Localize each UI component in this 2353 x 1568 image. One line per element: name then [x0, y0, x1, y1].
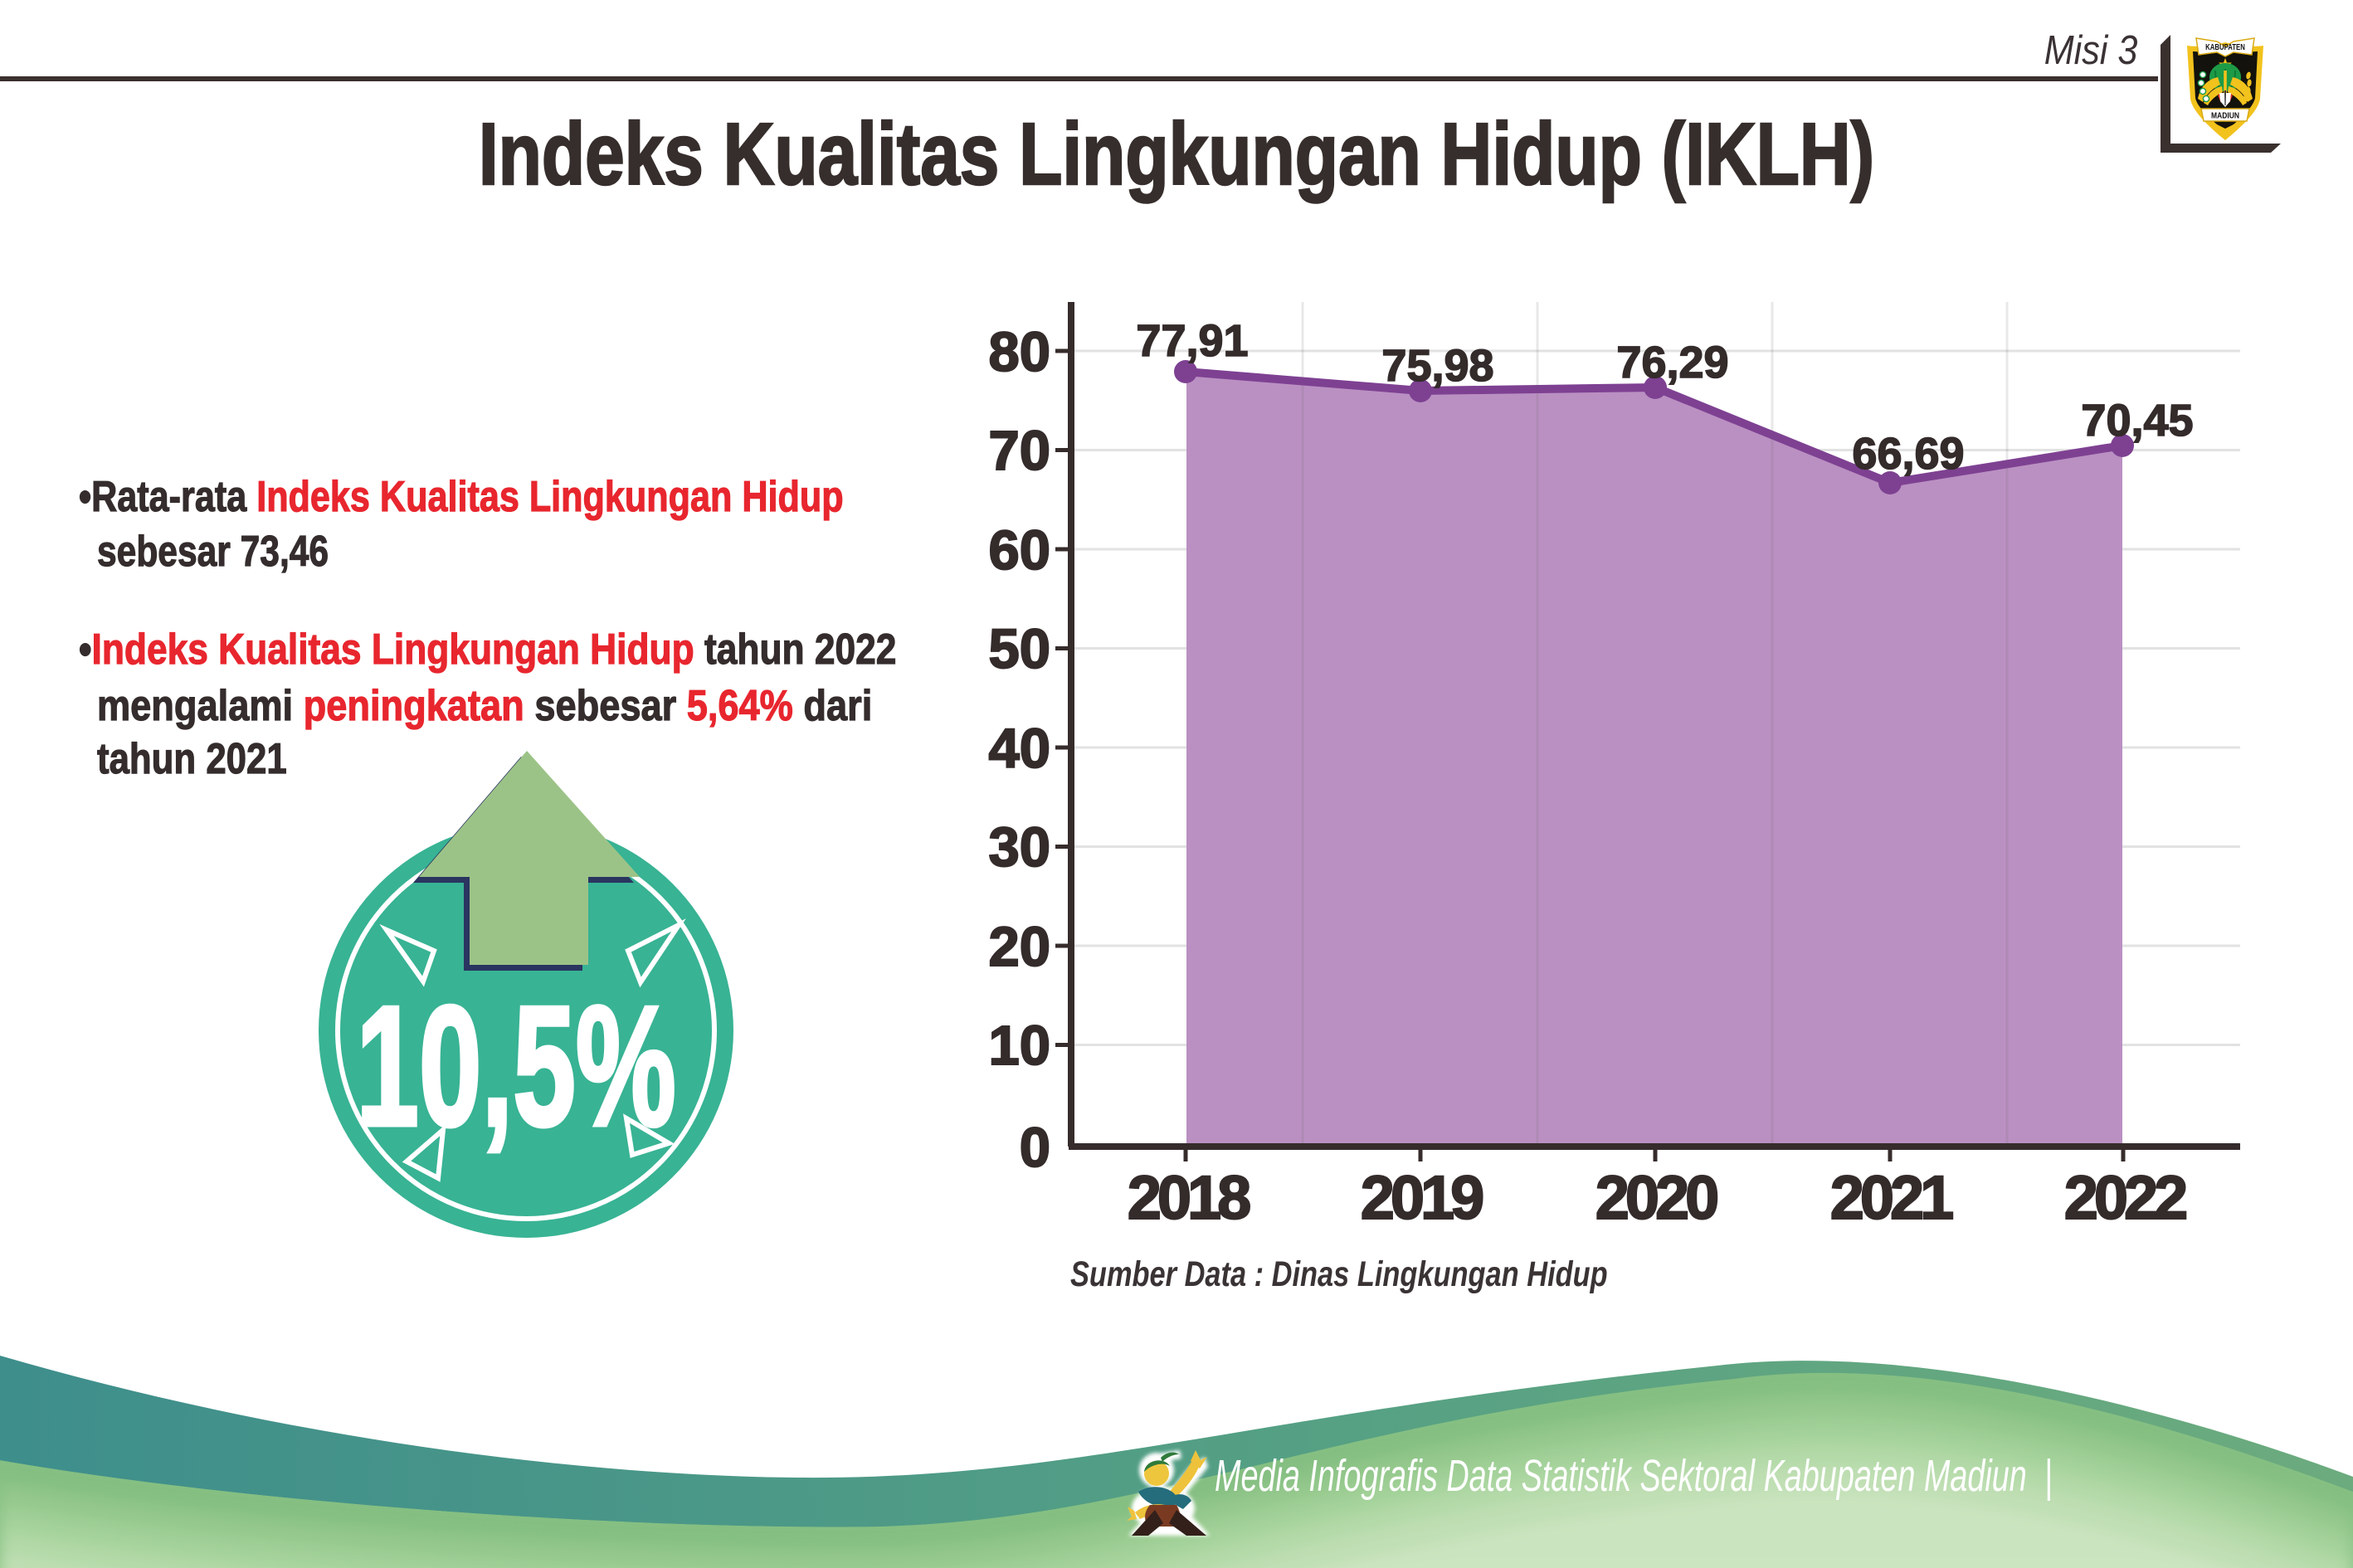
svg-text:2019: 2019 [1361, 1163, 1483, 1232]
svg-text:2022: 2022 [2064, 1163, 2186, 1232]
svg-text:2018: 2018 [1128, 1163, 1250, 1232]
svg-text:20: 20 [988, 916, 1050, 978]
svg-text:30: 30 [988, 816, 1050, 879]
svg-text:60: 60 [988, 519, 1050, 582]
svg-text:70,45: 70,45 [2081, 396, 2193, 446]
svg-text:66,69: 66,69 [1852, 429, 1964, 479]
svg-text:70: 70 [988, 420, 1050, 482]
svg-text:40: 40 [988, 718, 1050, 780]
svg-text:77,91: 77,91 [1136, 316, 1248, 366]
svg-text:10: 10 [988, 1015, 1050, 1077]
svg-text:Sumber Data : Dinas Lingkungan: Sumber Data : Dinas Lingkungan Hidup [1070, 1254, 1608, 1293]
svg-text:0: 0 [1020, 1117, 1050, 1179]
svg-text:2020: 2020 [1595, 1163, 1717, 1232]
svg-text:75,98: 75,98 [1381, 341, 1493, 391]
svg-text:Media Infografis Data Statisti: Media Infografis Data Statistik Sektoral… [1215, 1450, 2053, 1500]
svg-text:KABUPATEN: KABUPATEN [2205, 42, 2245, 51]
svg-text:MADIUN: MADIUN [2211, 111, 2239, 120]
svg-text:10,5%: 10,5% [356, 971, 675, 1161]
svg-text:2021: 2021 [1830, 1163, 1953, 1232]
svg-text:76,29: 76,29 [1616, 338, 1728, 387]
svg-text:50: 50 [988, 618, 1050, 680]
svg-text:80: 80 [988, 321, 1050, 383]
